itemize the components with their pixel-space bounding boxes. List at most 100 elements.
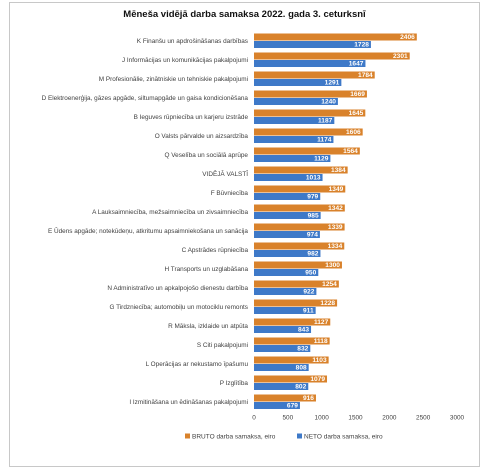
bruto-bar: [254, 337, 330, 345]
category-label: J Informācijas un komunikācijas pakalpoj…: [122, 57, 248, 64]
neto-bar: [254, 364, 309, 371]
category-label: E Ūdens apgāde; notekūdeņu, atkritumu ap…: [48, 227, 248, 235]
data-label: 1079: [310, 376, 325, 383]
data-label: 1187: [318, 118, 333, 125]
data-label: 1174: [317, 137, 332, 144]
data-label: 1291: [325, 80, 340, 87]
data-label: 1300: [325, 262, 340, 269]
data-label: 916: [303, 395, 314, 402]
data-label: 1349: [329, 186, 344, 193]
category-label: H Transports un uzglabāšana: [165, 266, 249, 273]
category-label: R Māksla, izklaide un atpūta: [168, 323, 248, 330]
data-label: 985: [308, 213, 319, 220]
chart-title: Mēneša vidējā darba samaksa 2022. gada 3…: [123, 9, 366, 20]
legend-label: NETO darba samaksa, eiro: [304, 434, 383, 441]
data-label: 1129: [314, 156, 329, 163]
neto-bar: [254, 383, 309, 390]
data-label: 1647: [349, 61, 364, 68]
bruto-bar: [254, 280, 339, 288]
data-label: 1103: [312, 357, 327, 364]
data-label: 1228: [320, 300, 335, 307]
category-label: P Izglītība: [220, 380, 249, 387]
x-tick-label: 1500: [348, 415, 363, 422]
neto-bar: [254, 174, 323, 181]
neto-bar: [254, 402, 300, 409]
chart-frame: Mēneša vidējā darba samaksa 2022. gada 3…: [9, 2, 480, 467]
data-label: 911: [303, 308, 314, 315]
bruto-bar: [254, 33, 417, 41]
category-label: S Citi pakalpojumi: [197, 342, 248, 349]
neto-bar: [254, 60, 366, 67]
bruto-bar: [254, 166, 348, 174]
category-label: L Operācijas ar nekustamo īpašumu: [146, 361, 249, 368]
x-axis: 0 500 1000 1500 2000 2500 3000: [252, 415, 464, 422]
bruto-bar: [254, 185, 346, 193]
category-label: G Tirdzniecība; automobiļu un motociklu …: [109, 304, 248, 311]
category-label: F Būvniecība: [211, 190, 249, 197]
category-label: B Ieguves rūpniecība un karjeru izstrāde: [134, 114, 249, 121]
neto-bar: [254, 326, 312, 333]
neto-bar: [254, 98, 338, 105]
category-labels: K Finanšu un apdrošināšanas darbības J In…: [42, 38, 249, 406]
category-label: Q Veselība un sociālā aprūpe: [165, 152, 249, 159]
data-label: 1127: [314, 319, 329, 326]
neto-bar: [254, 155, 331, 162]
data-label: 808: [296, 365, 307, 372]
data-label: 1342: [328, 205, 343, 212]
data-label: 1728: [354, 42, 369, 49]
bruto-bar: [254, 71, 375, 79]
data-label: 1013: [306, 175, 321, 182]
bruto-bar: [254, 204, 345, 212]
bruto-bar: [254, 356, 329, 364]
data-label: 1384: [331, 167, 346, 174]
bar-chart: 2406 1728 2301 1647 1784 1291 1669 1240 1645 1187…: [42, 33, 465, 441]
data-label: 1240: [321, 99, 336, 106]
data-label: 2406: [400, 34, 415, 41]
bars-group: 2406 1728 2301 1647 1784 1291 1669 1240 1645 1187…: [254, 33, 417, 410]
x-tick-label: 1000: [315, 415, 330, 422]
data-label: 1669: [350, 91, 365, 98]
category-label: C Apstrādes rūpniecība: [182, 247, 249, 254]
bruto-bar: [254, 394, 316, 402]
data-label: 1118: [314, 338, 328, 345]
neto-bar: [254, 288, 317, 295]
data-label: 1334: [328, 243, 343, 250]
x-tick-label: 3000: [450, 415, 465, 422]
category-label: N Administratīvo un apkalpojošo dienestu…: [107, 285, 248, 292]
legend: BRUTO darba samaksa, eiro NETO darba sama…: [185, 433, 383, 441]
data-label: 1645: [349, 110, 364, 117]
category-label: K Finanšu un apdrošināšanas darbības: [137, 38, 248, 45]
category-label: I Izmitināšana un ēdināšanas pakalpojumi: [129, 399, 248, 406]
data-label: 843: [298, 327, 309, 334]
bruto-bar: [254, 223, 345, 231]
x-tick-label: 0: [252, 415, 256, 422]
neto-bar: [254, 307, 316, 314]
x-tick-label: 2000: [382, 415, 397, 422]
data-label: 802: [295, 384, 306, 391]
bruto-bar: [254, 90, 367, 98]
neto-bar: [254, 345, 311, 352]
category-label: O Valsts pārvalde un aizsardzība: [155, 133, 249, 140]
data-label: 922: [303, 289, 314, 296]
data-label: 679: [287, 403, 298, 410]
category-label: M Profesionālie, zinātniskie un tehniski…: [99, 76, 248, 83]
data-label: 950: [305, 270, 316, 277]
neto-bar: [254, 231, 320, 238]
data-label: 1564: [343, 148, 358, 155]
neto-bar: [254, 136, 334, 143]
bruto-bar: [254, 299, 338, 307]
data-label: 982: [307, 251, 318, 258]
neto-bar: [254, 250, 321, 257]
neto-bar: [254, 212, 321, 219]
data-label: 1606: [346, 129, 361, 136]
bruto-bar: [254, 147, 360, 155]
neto-bar: [254, 117, 335, 124]
data-label: 979: [307, 194, 318, 201]
data-label: 1784: [358, 72, 373, 79]
legend-label: BRUTO darba samaksa, eiro: [192, 434, 276, 441]
neto-bar: [254, 269, 319, 276]
bruto-bar: [254, 109, 366, 117]
neto-bar: [254, 41, 371, 48]
data-label: 974: [307, 232, 318, 239]
data-label: 832: [297, 346, 308, 353]
